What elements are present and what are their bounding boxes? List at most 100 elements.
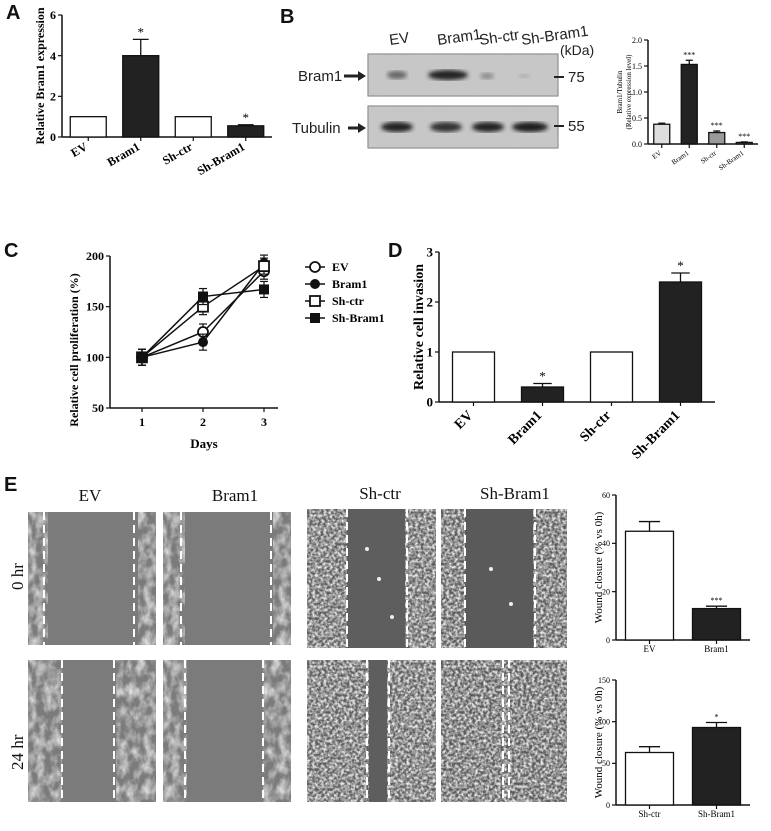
arrow-right-icon (344, 71, 366, 81)
y-tick-label: 40 (602, 539, 610, 548)
x-category-label: Sh-ctr (639, 809, 661, 819)
bar (69, 116, 107, 138)
bar (589, 351, 634, 403)
y-tick-label: 6 (50, 8, 56, 22)
significance-label: *** (711, 596, 723, 605)
x-category-label: EV (68, 139, 90, 160)
y-tick-label: 1.0 (632, 88, 642, 97)
y-tick-label: 100 (598, 717, 610, 726)
micrograph-shbram1-24hr (441, 660, 567, 802)
data-point (198, 291, 208, 302)
y-axis-label: Bram1/Tubulin (616, 70, 624, 113)
bar (451, 351, 496, 403)
y-tick-label: 60 (602, 491, 610, 500)
significance-label: * (677, 258, 684, 273)
x-category-label: Bram1 (704, 644, 729, 654)
legend-marker (310, 313, 320, 323)
y-tick-label: 0 (427, 395, 434, 410)
data-point (258, 260, 270, 273)
blot-lane-label: Sh-ctr (478, 27, 520, 49)
significance-label: * (138, 24, 145, 39)
y-tick-label: 1 (427, 345, 434, 360)
x-category-label: EV (452, 408, 476, 432)
micrograph-ev-0hr (28, 512, 156, 645)
y-tick-label: 1.5 (632, 62, 642, 71)
bar (735, 141, 753, 145)
y-axis-label: Relative Bram1 expression (33, 7, 47, 144)
legend-label: Sh-Bram1 (332, 311, 385, 325)
panel-label-a: A (6, 2, 21, 24)
y-tick-label: 100 (86, 350, 104, 364)
y-tick-label: 2 (50, 90, 56, 104)
micrograph-column-label: Sh-Bram1 (480, 484, 550, 503)
y-tick-label: 50 (602, 759, 610, 768)
blot-band (518, 74, 530, 78)
bar (680, 63, 698, 145)
bar (653, 123, 671, 145)
western-blot-b: EV Bram1 Sh-ctr Sh-Bram1 (kDa) Bram1 Tub… (292, 23, 594, 149)
y-tick-label: 200 (86, 249, 104, 263)
panel-label-b: B (280, 6, 295, 28)
bar (658, 281, 703, 403)
bar (624, 751, 675, 806)
y-tick-label: 2 (427, 295, 434, 310)
y-tick-label: 0.5 (632, 114, 642, 123)
y-axis-label: Wound closure (% vs 0h) (593, 511, 605, 623)
blot-kda-marker-55: 55 (568, 118, 585, 135)
y-tick-label: 150 (598, 676, 610, 685)
chart-c-cell-proliferation: 50 100 150 200 1 2 3 Days Relative cell prolifer… (67, 249, 385, 451)
chart-e-wound-closure-shctr-shbram1: 0 50 100 150 Sh-ctr * Sh-Bram1 Wound closure (%… (593, 676, 750, 819)
blot-band (430, 122, 462, 132)
x-axis-label: Days (190, 436, 217, 451)
blot-band (381, 122, 413, 132)
chart-a-bram1-expression: 0 2 4 6 EV * Bram1 Sh-ctr * Sh-Bram1 Relative Bram… (33, 7, 272, 178)
legend-label: EV (332, 260, 349, 274)
y-tick-label: 2.0 (632, 36, 642, 45)
y-tick-label: 0 (50, 130, 56, 144)
x-category-label: EV (644, 644, 656, 654)
panel-label-e: E (4, 474, 18, 496)
blot-band (428, 70, 468, 80)
x-category-label: Sh-Bram1 (717, 149, 746, 172)
micrograph-column-label: Sh-ctr (359, 484, 401, 503)
bar (708, 131, 726, 145)
legend-marker (309, 295, 321, 307)
x-tick-label: 3 (261, 415, 267, 429)
blot-band (512, 122, 548, 132)
bar (174, 116, 212, 138)
blot-lane-label: EV (388, 29, 410, 49)
bar (122, 55, 160, 138)
panel-label-c: C (4, 240, 19, 262)
blot-band (387, 71, 407, 79)
chart-e-wound-closure-ev-bram1: 0 20 40 60 EV *** Bram1 Wound closure (% vs 0h) (593, 491, 750, 654)
y-axis-label: (Relative expression level) (625, 54, 633, 130)
y-axis-label: Relative cell invasion (412, 264, 427, 390)
x-category-label: Bram1 (506, 408, 546, 448)
bar (624, 530, 675, 641)
x-category-label: Sh-ctr (577, 408, 614, 445)
micrograph-shbram1-0hr (441, 509, 567, 648)
data-point (259, 284, 269, 295)
arrow-right-icon (348, 123, 366, 133)
y-axis-label: Wound closure (% vs 0h) (593, 686, 605, 798)
y-tick-label: 0.0 (632, 140, 642, 149)
x-category-label: Sh-Bram1 (195, 139, 248, 177)
micrograph-row-label: 0 hr (8, 563, 27, 590)
chart-d-cell-invasion: 0 1 2 3 EV * Bram1 Sh-ctr * Sh-Bram1 Relative cell… (412, 245, 715, 462)
legend-label: Bram1 (332, 277, 367, 291)
blot-row-label-tubulin: Tubulin (292, 120, 341, 137)
y-tick-label: 0 (606, 801, 610, 810)
x-tick-label: 2 (200, 415, 206, 429)
data-point (137, 352, 147, 363)
micrograph-column-label: Bram1 (211, 486, 259, 505)
significance-label: * (539, 369, 546, 384)
blot-band (472, 122, 504, 132)
chart-b-bram1-tubulin-ratio: 0.0 0.5 1.0 1.5 2.0 EV *** Bram1 *** Sh-ctr *** Sh-… (616, 36, 758, 172)
y-tick-label: 4 (50, 49, 56, 63)
blot-kda-marker-75: 75 (568, 69, 585, 86)
blot-kda-unit: (kDa) (560, 42, 594, 58)
y-tick-label: 20 (602, 587, 610, 596)
legend-marker (309, 261, 321, 273)
significance-label: *** (711, 121, 723, 130)
micrograph-ev-24hr (28, 660, 156, 802)
